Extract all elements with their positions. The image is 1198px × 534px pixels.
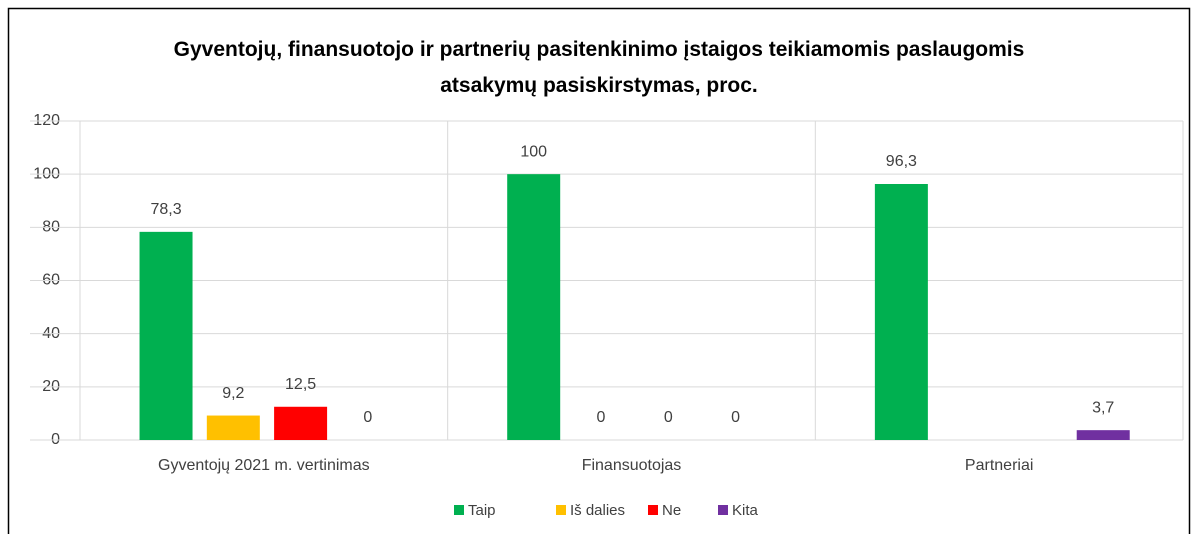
data-label: 0 [363, 409, 372, 426]
legend-swatch [556, 505, 566, 515]
data-label: 3,7 [1092, 399, 1114, 416]
data-label: 96,3 [886, 153, 917, 170]
legend-swatch [648, 505, 658, 515]
data-label: 0 [597, 409, 606, 426]
bar [274, 406, 328, 440]
x-tick-label: Finansuotojas [582, 457, 682, 474]
data-label: 100 [520, 143, 547, 160]
legend-swatch [454, 505, 464, 515]
bar [507, 174, 561, 440]
data-label: 0 [664, 409, 673, 426]
data-label: 0 [731, 409, 740, 426]
legend-label: Iš dalies [570, 502, 625, 519]
bar [1076, 430, 1130, 440]
x-tick-label: Partneriai [965, 457, 1033, 474]
legend-label: Ne [662, 502, 681, 519]
chart-title: Gyventojų, finansuotojo ir partnerių pas… [173, 38, 1025, 97]
data-label: 12,5 [285, 376, 316, 393]
bar [206, 415, 260, 440]
data-label: 9,2 [222, 385, 244, 402]
legend-label: Kita [732, 502, 759, 519]
legend-swatch [718, 505, 728, 515]
bar [139, 231, 193, 440]
x-tick-label: Gyventojų 2021 m. vertinimas [158, 457, 370, 474]
bar [874, 184, 928, 440]
chart-border [7, 7, 1191, 534]
data-label: 78,3 [150, 201, 181, 218]
legend-label: Taip [468, 502, 496, 519]
